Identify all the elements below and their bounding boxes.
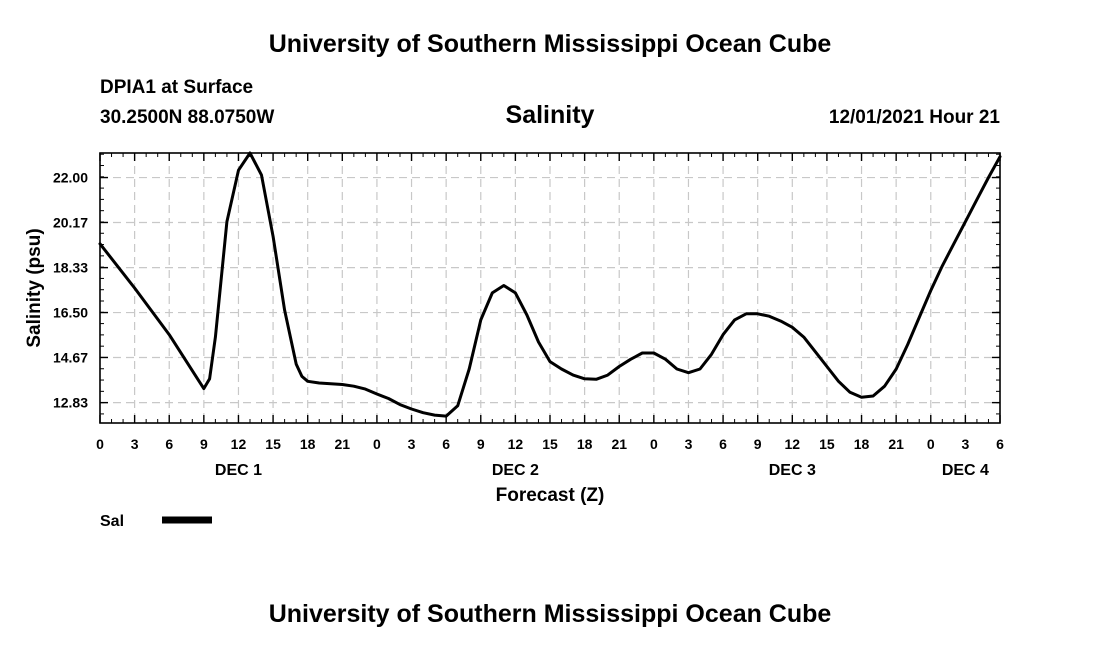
x-tick-label: 0 [373, 436, 381, 452]
x-tick-label: 6 [165, 436, 173, 452]
station-label: DPIA1 at Surface [100, 77, 254, 98]
grid [100, 153, 1000, 423]
x-tick-label: 15 [542, 436, 558, 452]
y-tick-label: 12.83 [53, 395, 88, 411]
x-tick-label: 15 [265, 436, 281, 452]
series-line-sal [98, 151, 1002, 418]
x-tick-label: 18 [300, 436, 316, 452]
y-axis-title: Salinity (psu) [24, 228, 45, 347]
x-tick-label: 6 [442, 436, 450, 452]
legend: Sal [100, 513, 212, 530]
y-tick-label: 22.00 [53, 170, 88, 186]
forecast-datetime: 12/01/2021 Hour 21 [828, 107, 1000, 128]
x-tick-label: 0 [927, 436, 935, 452]
x-tick-labels: 0 3 6 9 12 15 18 21 0 3 6 9 12 15 18 21 0 3 6 9 12 15 18 21 0 3 6 [96, 436, 1004, 452]
x-tick-label: 21 [335, 436, 351, 452]
series-layer [98, 151, 1002, 418]
x-tick-label: 12 [785, 436, 801, 452]
y-tick-label: 16.50 [53, 305, 88, 321]
x-tick-label: 21 [611, 436, 627, 452]
x-tick-label: 6 [996, 436, 1004, 452]
x-tick-label: 18 [577, 436, 593, 452]
main-title: University of Southern Mississippi Ocean… [268, 30, 832, 58]
y-tick-label: 14.67 [53, 349, 88, 365]
footer-title: University of Southern Mississippi Ocean… [268, 600, 832, 628]
x-tick-label: 3 [961, 436, 969, 452]
station-coordinates: 30.2500N 88.0750W [100, 107, 275, 128]
day-label: DEC 1 [215, 462, 262, 479]
y-tick-label: 18.33 [53, 260, 88, 276]
x-tick-label: 18 [854, 436, 870, 452]
x-tick-label: 21 [888, 436, 904, 452]
y-tick-label: 20.17 [53, 214, 88, 230]
x-tick-label: 9 [754, 436, 762, 452]
y-tick-labels: 12.83 14.67 16.50 18.33 20.17 22.00 [53, 170, 88, 411]
x-tick-label: 12 [508, 436, 524, 452]
x-tick-label: 9 [200, 436, 208, 452]
x-tick-label: 0 [650, 436, 658, 452]
day-label: DEC 2 [492, 462, 539, 479]
x-tick-label: 9 [477, 436, 485, 452]
x-tick-label: 15 [819, 436, 835, 452]
x-axis-title: Forecast (Z) [496, 485, 605, 506]
x-tick-label: 3 [408, 436, 416, 452]
x-tick-label: 6 [719, 436, 727, 452]
day-label: DEC 4 [942, 462, 989, 479]
day-label: DEC 3 [769, 462, 816, 479]
x-tick-label: 12 [231, 436, 247, 452]
x-tick-label: 3 [685, 436, 693, 452]
x-tick-label: 0 [96, 436, 104, 452]
plot-frame [99, 152, 1001, 424]
x-tick-label: 3 [131, 436, 139, 452]
chart-title: Salinity [505, 101, 595, 129]
legend-label-sal: Sal [100, 513, 124, 530]
day-labels: DEC 1 DEC 2 DEC 3 DEC 4 [215, 462, 989, 479]
